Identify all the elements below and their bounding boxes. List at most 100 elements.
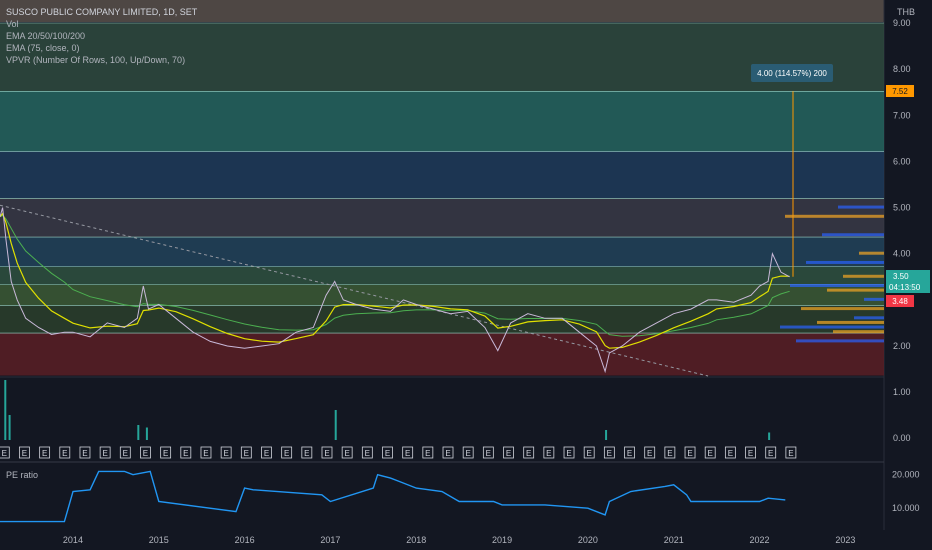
earnings-marker: E (442, 446, 454, 459)
earnings-letter: E (324, 449, 329, 458)
earnings-box (442, 446, 454, 459)
earnings-marker: E (664, 446, 676, 459)
indicator-vol[interactable]: Vol (6, 19, 19, 29)
trend-line[interactable] (0, 204, 709, 377)
earnings-marker: E (402, 446, 414, 459)
time-x-axis: 2014 2015 2016 2017 2018 2019 2020 2021 2022 2023 (63, 535, 855, 545)
earnings-letter: E (143, 449, 148, 458)
earnings-box (99, 446, 111, 459)
earnings-box (603, 446, 615, 459)
earnings-marker: E (563, 446, 575, 459)
symbol-title[interactable]: SUSCO PUBLIC COMPANY LIMITED, 1D, SET (6, 7, 198, 17)
price-line (0, 207, 790, 374)
volume-bar (605, 430, 608, 440)
y-tick-label: 9.00 (893, 18, 911, 28)
vpvr-bar (838, 205, 884, 209)
vpvr-bar (806, 260, 884, 264)
earnings-marker: E (281, 446, 293, 459)
earnings-marker: E (785, 446, 797, 459)
earnings-box (563, 446, 575, 459)
earnings-box (220, 446, 232, 459)
earnings-letter: E (506, 449, 511, 458)
volume-tick-label: 1.00 (893, 387, 911, 397)
earnings-marker: E (745, 446, 756, 459)
x-tick-label: 2022 (750, 535, 770, 545)
vpvr-bar (790, 284, 884, 288)
earnings-marker: E (180, 446, 192, 459)
fib-zone (0, 333, 884, 376)
earnings-box (160, 446, 172, 459)
pe-panel: 20.000 10.000 (0, 470, 920, 523)
x-tick-label: 2019 (492, 535, 512, 545)
indicator-ema75[interactable]: EMA (75, close, 0) (6, 43, 80, 53)
earnings-box (119, 446, 131, 459)
earnings-letter: E (566, 449, 571, 458)
volume-bar (334, 410, 337, 440)
earnings-box (79, 446, 91, 459)
vpvr-bar (785, 214, 884, 218)
earnings-letter: E (667, 449, 672, 458)
x-tick-label: 2017 (320, 535, 340, 545)
y-tick-label: 6.00 (893, 156, 911, 166)
earnings-marker: E (603, 446, 615, 459)
earnings-marker: E (543, 446, 555, 459)
top-banner (0, 0, 884, 22)
earnings-marker: E (119, 446, 131, 459)
vpvr-bar (864, 297, 884, 301)
vpvr-bar (822, 233, 884, 237)
earnings-marker: E (200, 446, 212, 459)
y-tick-label: 8.00 (893, 64, 911, 74)
earnings-box (664, 446, 676, 459)
earnings-box (624, 446, 635, 459)
earnings-letter: E (647, 449, 652, 458)
earnings-box (281, 446, 293, 459)
ema-price-badge (886, 295, 914, 307)
earnings-box (482, 446, 494, 459)
earnings-letter: E (526, 449, 531, 458)
earnings-box (19, 446, 30, 459)
earnings-marker: E (79, 446, 91, 459)
earnings-marker: E (341, 446, 353, 459)
fib-zones (0, 22, 884, 376)
indicator-vpvr[interactable]: VPVR (Number Of Rows, 100, Up/Down, 70) (6, 55, 186, 65)
x-tick-label: 2021 (664, 535, 684, 545)
fib-zone (0, 91, 884, 152)
pe-tick-label: 20.000 (892, 470, 920, 480)
earnings-letter: E (627, 449, 632, 458)
earnings-marker: E (462, 446, 474, 459)
earnings-box (724, 446, 736, 459)
earnings-box (341, 446, 353, 459)
chart-legend: SUSCO PUBLIC COMPANY LIMITED, 1D, SET Vo… (6, 6, 197, 66)
earnings-marker: E (684, 446, 696, 459)
earnings-letter: E (405, 449, 410, 458)
earnings-marker: E (261, 446, 272, 459)
x-tick-label: 2016 (235, 535, 255, 545)
earnings-marker: E (503, 446, 514, 459)
pe-tick-label: 10.000 (892, 503, 920, 513)
earnings-box (503, 446, 514, 459)
earnings-box (59, 446, 71, 459)
earnings-marker: E (361, 446, 373, 459)
earnings-marker: E (583, 446, 595, 459)
earnings-box (422, 446, 434, 459)
earnings-marker: E (382, 446, 393, 459)
earnings-letter: E (768, 449, 773, 458)
pe-label: PE ratio (6, 470, 38, 480)
earnings-marker: E (99, 446, 111, 459)
earnings-letter: E (163, 449, 168, 458)
earnings-letter: E (728, 449, 733, 458)
x-tick-label: 2014 (63, 535, 83, 545)
earnings-marker: E (19, 446, 30, 459)
vpvr-bar (843, 274, 884, 278)
earnings-box (462, 446, 474, 459)
vpvr-bar (780, 325, 884, 329)
earnings-box (785, 446, 797, 459)
y-tick-label: 4.00 (893, 249, 911, 259)
current-price-value: 3.50 (893, 272, 909, 281)
earnings-letter: E (466, 449, 471, 458)
indicator-ema[interactable]: EMA 20/50/100/200 (6, 31, 86, 41)
volume-bar (768, 432, 771, 440)
fib-zone (0, 266, 884, 285)
